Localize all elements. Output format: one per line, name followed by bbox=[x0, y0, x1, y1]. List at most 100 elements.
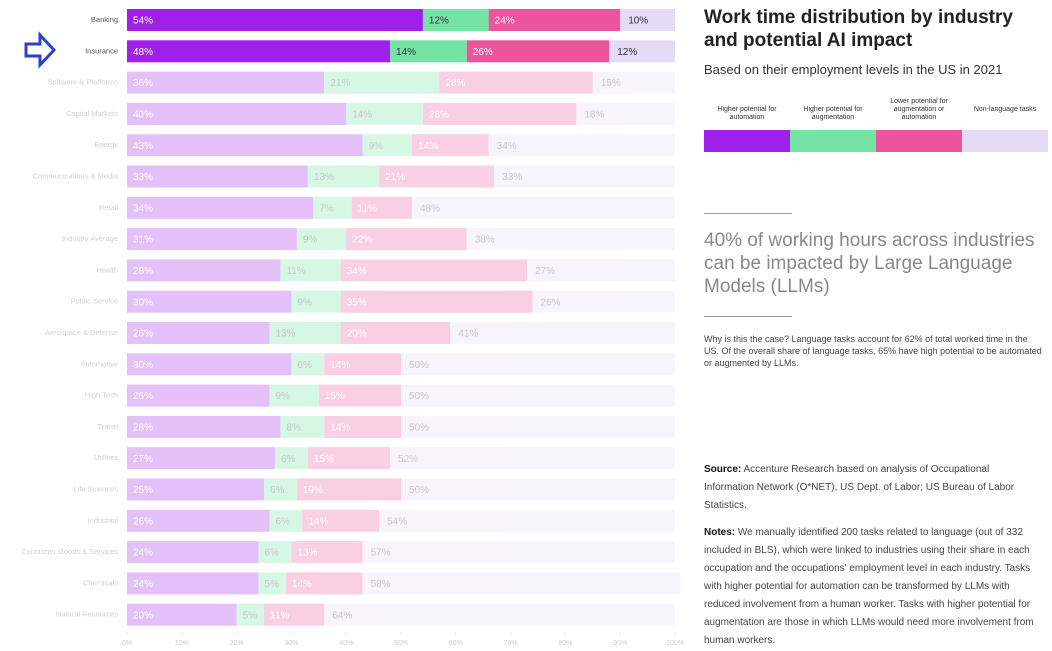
bar-segment bbox=[269, 384, 319, 407]
bar-segment bbox=[362, 572, 681, 595]
value-label: 31% bbox=[133, 235, 153, 246]
bar-segment bbox=[127, 165, 308, 188]
bar-segment bbox=[127, 447, 275, 470]
value-label: 14% bbox=[330, 360, 350, 371]
bar-segment bbox=[422, 9, 489, 31]
value-label: 13% bbox=[275, 329, 295, 340]
bar-segment bbox=[280, 259, 341, 282]
bar-segment bbox=[127, 102, 347, 125]
category-label: Energy bbox=[94, 140, 118, 149]
category-label: Industrial bbox=[88, 516, 119, 525]
value-label: 11% bbox=[270, 610, 289, 621]
bar-row: Automotive 30% 6% 14% 50% bbox=[80, 353, 675, 376]
category-label: Software & Platforms bbox=[48, 78, 119, 87]
value-label: 26% bbox=[473, 47, 493, 58]
x-tick-label: 10% bbox=[175, 640, 189, 647]
value-label: 24% bbox=[133, 579, 153, 590]
value-label: 12% bbox=[617, 47, 637, 58]
category-label: Utilities bbox=[94, 453, 118, 462]
value-label: 27% bbox=[535, 266, 555, 277]
value-label: 54% bbox=[133, 16, 153, 27]
value-label: 19% bbox=[303, 485, 323, 496]
value-label: 64% bbox=[332, 610, 352, 621]
value-label: 28% bbox=[429, 110, 449, 121]
value-label: 6% bbox=[297, 360, 312, 371]
value-label: 38% bbox=[475, 235, 495, 246]
value-label: 43% bbox=[133, 141, 153, 152]
divider bbox=[704, 316, 792, 317]
category-label: Natural Resources bbox=[56, 610, 118, 619]
bar-segment bbox=[296, 228, 347, 251]
bar-segment bbox=[411, 196, 675, 219]
legend-swatch bbox=[704, 130, 790, 152]
bar-segment bbox=[274, 447, 308, 470]
value-label: 6% bbox=[275, 516, 290, 527]
bar-row: Communications & Media 33% 13% 21% 33% bbox=[33, 165, 675, 188]
bar-row: Life Sciences 25% 6% 19% 50% bbox=[73, 478, 675, 501]
value-label: 14% bbox=[396, 47, 416, 58]
value-label: 35% bbox=[347, 297, 367, 308]
bar-segment bbox=[401, 384, 675, 407]
bar-row: Retail 34% 7% 11% 48% bbox=[99, 196, 675, 219]
bar-row: Health 28% 11% 34% 27% bbox=[96, 259, 675, 282]
bar-segment bbox=[401, 353, 675, 376]
value-label: 14% bbox=[418, 141, 438, 152]
bar-segment bbox=[127, 478, 264, 501]
bar-row: Chemicals 24% 5% 14% 58% bbox=[83, 572, 681, 595]
category-label: Automotive bbox=[80, 359, 118, 368]
notes-text: We manually identified 200 tasks related… bbox=[704, 527, 1034, 646]
bar-segment bbox=[450, 322, 675, 344]
bar-segment bbox=[527, 259, 675, 282]
value-label: 14% bbox=[330, 423, 350, 434]
chart: 0% 10% 20% 30% 40% 50% 60% 70% 80% 90% 100% Banking… bbox=[21, 9, 684, 647]
bar-segment bbox=[291, 290, 341, 313]
category-label: Industry Average bbox=[62, 234, 118, 243]
bar-segment bbox=[411, 134, 489, 157]
value-label: 30% bbox=[133, 297, 153, 308]
bar-row: Utilities 27% 6% 15% 52% bbox=[94, 447, 675, 470]
bar-segment bbox=[576, 102, 675, 125]
value-label: 34% bbox=[133, 203, 153, 214]
bar-row: Aerospace & Defense 26% 13% 20% 41% bbox=[45, 322, 675, 344]
value-label: 33% bbox=[502, 172, 522, 183]
category-label: Travel bbox=[97, 422, 118, 431]
value-label: 15% bbox=[325, 391, 345, 402]
value-label: 6% bbox=[270, 485, 285, 496]
category-label: Chemicals bbox=[83, 578, 118, 587]
bar-segment bbox=[390, 447, 675, 470]
bar-segment bbox=[127, 353, 292, 376]
bar-row: Industrial 26% 6% 14% 54% bbox=[88, 509, 675, 532]
bar-row: Energy 43% 9% 14% 34% bbox=[94, 134, 675, 157]
bar-segment bbox=[379, 165, 495, 188]
value-label: 24% bbox=[495, 16, 515, 27]
legend-label: Non-language tasks bbox=[973, 106, 1037, 113]
bar-segment bbox=[307, 165, 380, 188]
category-label: High Tech bbox=[85, 391, 118, 400]
bar-segment bbox=[127, 40, 391, 63]
value-label: 9% bbox=[275, 391, 290, 402]
value-label: 9% bbox=[369, 141, 384, 152]
value-label: 50% bbox=[409, 360, 429, 371]
bar-segment bbox=[466, 40, 610, 63]
title: Work time distribution by industry and p… bbox=[704, 7, 1013, 51]
value-label: 57% bbox=[371, 548, 391, 559]
bar-segment bbox=[313, 196, 352, 219]
bar-segment bbox=[324, 353, 401, 376]
bar-segment bbox=[379, 509, 675, 532]
bar-row: Public Service 30% 9% 35% 26% bbox=[70, 290, 675, 313]
category-label: Retail bbox=[99, 203, 119, 212]
source-label: Source: bbox=[704, 464, 742, 475]
legend-label: Lower potential for augmentation or auto… bbox=[890, 98, 948, 121]
bar-segment bbox=[324, 603, 675, 626]
value-label: 50% bbox=[409, 485, 429, 496]
bar-segment bbox=[466, 228, 675, 251]
bar-segment bbox=[280, 415, 325, 438]
value-label: 36% bbox=[133, 78, 153, 89]
bar-segment bbox=[127, 9, 423, 31]
bar-row: Travel 28% 8% 14% 50% bbox=[97, 415, 675, 438]
bar-segment bbox=[494, 165, 675, 188]
value-label: 20% bbox=[133, 610, 153, 621]
value-label: 18% bbox=[584, 110, 604, 121]
bar-row: Software & Platforms 36% 21% 28% 15% bbox=[48, 71, 675, 94]
value-label: 48% bbox=[420, 203, 440, 214]
